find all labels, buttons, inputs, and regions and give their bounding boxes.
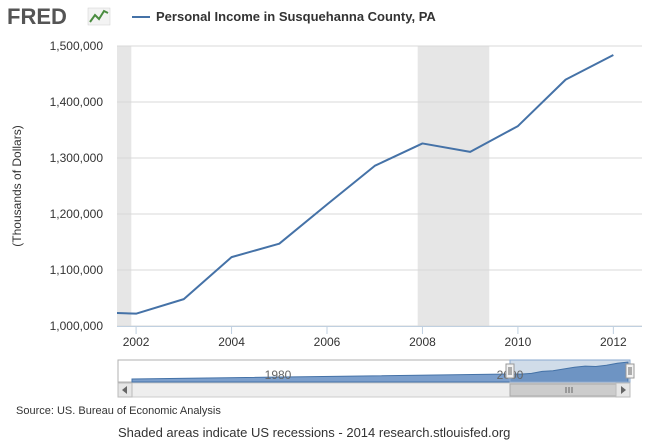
fred-logo-text: FRED: [7, 4, 67, 29]
legend: Personal Income in Susquehanna County, P…: [132, 9, 436, 24]
navigator-label-1980: 1980: [265, 368, 292, 382]
x-tick-label: 2006: [314, 335, 341, 349]
y-tick-label: 1,200,000: [50, 207, 104, 221]
arrow-left-icon: [122, 386, 127, 394]
series-layer: [117, 54, 614, 315]
x-axis: 2002 2004 2006 2008 2010 2012: [117, 326, 642, 349]
scrollbar[interactable]: [117, 382, 631, 398]
fred-logo[interactable]: FRED: [7, 4, 111, 29]
navigator[interactable]: 1980 2000: [117, 359, 635, 383]
source-note: Source: US. Bureau of Economic Analysis: [16, 405, 221, 417]
y-tick-label: 1,300,000: [50, 151, 104, 165]
recession-bands: [117, 46, 490, 326]
x-tick-label: 2010: [505, 335, 532, 349]
y-tick-label: 1,500,000: [50, 39, 104, 53]
y-axis: 1,000,000 1,100,000 1,200,000 1,300,000 1,40…: [50, 39, 104, 333]
x-tick-label: 2012: [600, 335, 627, 349]
navigator-selection[interactable]: [509, 359, 631, 383]
recession-band-1: [117, 46, 132, 326]
y-axis-title: (Thousands of Dollars): [10, 125, 24, 246]
scrollbar-thumb[interactable]: [509, 383, 617, 397]
legend-label: Personal Income in Susquehanna County, P…: [156, 9, 436, 24]
series-line-1: [117, 54, 614, 315]
y-tick-label: 1,400,000: [50, 95, 104, 109]
scroll-left-button[interactable]: [117, 382, 133, 398]
x-tick-label: 2002: [123, 335, 150, 349]
navigator-left-handle[interactable]: [505, 363, 515, 379]
x-tick-label: 2004: [218, 335, 245, 349]
navigator-series-area: [131, 361, 629, 383]
arrow-right-icon: [621, 386, 626, 394]
y-tick-label: 1,100,000: [50, 263, 104, 277]
y-tick-label: 1,000,000: [50, 319, 104, 333]
grid-lines: [117, 45, 642, 327]
recession-note: Shaded areas indicate US recessions - 20…: [118, 425, 511, 440]
fred-logo-graph-icon: [87, 7, 111, 26]
chart-svg: FRED Personal Income in Susquehanna Coun…: [7, 4, 642, 398]
recession-band-2: [417, 46, 490, 326]
x-tick-label: 2008: [409, 335, 436, 349]
scroll-right-button[interactable]: [615, 382, 631, 398]
navigator-right-handle[interactable]: [625, 363, 635, 379]
